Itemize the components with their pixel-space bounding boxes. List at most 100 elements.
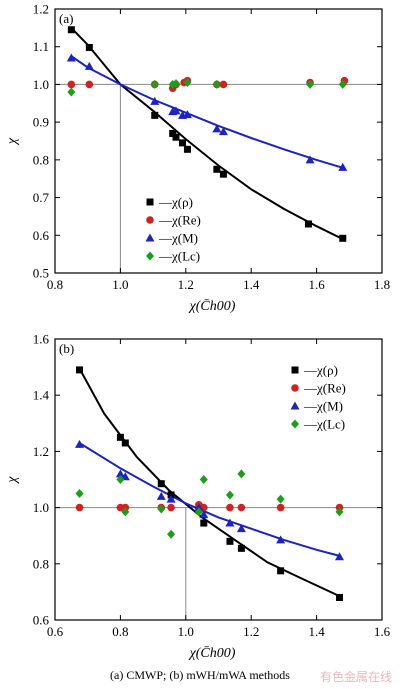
data-point-circle — [219, 80, 228, 89]
legend-marker-circle — [291, 384, 299, 392]
x-tick-label: 1.4 — [308, 624, 325, 639]
data-point-diamond — [67, 87, 76, 97]
data-point-circle — [75, 503, 84, 512]
figure-canvas: 0.8 1.0 1.2 1.4 1.6 1.8 0.5 0.6 0.7 0.8 0.9 1.0 1.1 1… — [5, 2, 391, 662]
fit-curve-square — [78, 368, 340, 598]
y-tick-label: 0.9 — [33, 115, 49, 130]
legend-label: —χ(M) — [303, 399, 343, 414]
data-point-square — [237, 544, 245, 552]
data-point-diamond — [121, 507, 130, 517]
data-point-diamond — [75, 489, 84, 499]
y-tick-label: 0.6 — [33, 228, 50, 243]
data-point-triangle — [171, 106, 181, 115]
figure-caption: (a) CMWP; (b) mWH/mWA methods — [110, 668, 290, 682]
data-point-triangle — [84, 61, 94, 70]
x-tick-label: 1.0 — [178, 624, 194, 639]
data-point-square — [200, 519, 208, 527]
y-tick-label: 1.6 — [33, 332, 50, 347]
data-point-diamond — [276, 494, 285, 504]
data-point-square — [157, 480, 165, 488]
chart-panel-a: 0.8 1.0 1.2 1.4 1.6 1.8 0.5 0.6 0.7 0.8 0.9 1.0 1.1 1… — [5, 2, 390, 315]
data-point-square — [277, 567, 285, 575]
data-point-diamond — [306, 79, 315, 89]
data-point-triangle — [150, 96, 160, 105]
data-point-triangle — [334, 552, 344, 561]
legend-marker-diamond — [291, 419, 299, 429]
data-point-diamond — [338, 79, 347, 89]
legend-marker-square — [146, 198, 154, 206]
data-point-triangle — [236, 524, 246, 533]
plot-frame — [54, 8, 383, 274]
legend-label: —χ(Re) — [158, 213, 201, 228]
legend-marker-square — [291, 366, 299, 374]
data-point-circle — [67, 80, 76, 89]
x-tick-label: 1.6 — [308, 277, 325, 292]
x-tick-label: 1.6 — [374, 624, 391, 639]
data-point-triangle — [194, 503, 204, 512]
data-point-triangle — [212, 124, 222, 133]
fit-curve-triangle — [70, 55, 344, 169]
data-point-triangle — [338, 162, 348, 171]
legend-marker-triangle — [145, 233, 155, 242]
data-point-square — [213, 165, 221, 173]
y-tick-label: 1.0 — [33, 77, 49, 92]
legend-label: —χ(M) — [158, 231, 198, 246]
data-point-triangle — [276, 535, 286, 544]
legend-label: —χ(ρ) — [158, 195, 193, 210]
x-tick-label: 1.2 — [178, 277, 194, 292]
data-point-triangle — [115, 469, 125, 478]
x-tick-label: 0.8 — [112, 624, 128, 639]
fit-curve-square — [70, 27, 344, 240]
fit-curve-triangle — [78, 442, 340, 557]
data-point-triangle — [182, 110, 192, 119]
data-point-diamond — [335, 507, 344, 517]
x-axis-label: χ(C̄h00) — [188, 299, 236, 314]
data-point-circle — [167, 503, 175, 512]
data-point-triangle — [75, 439, 85, 448]
data-point-square — [151, 111, 159, 119]
y-tick-label: 0.6 — [33, 613, 50, 628]
y-tick-label: 1.0 — [33, 500, 49, 515]
data-point-square — [183, 145, 191, 153]
y-tick-label: 1.4 — [33, 388, 50, 403]
legend-label: —χ(Re) — [303, 381, 346, 396]
legend-marker-triangle — [290, 401, 300, 410]
y-tick-label: 0.5 — [33, 266, 49, 281]
data-point-circle — [226, 503, 234, 512]
legend-label: —χ(ρ) — [303, 363, 338, 378]
data-point-square — [121, 439, 129, 447]
data-point-triangle — [166, 494, 176, 503]
data-point-diamond — [194, 507, 203, 517]
y-tick-label: 1.2 — [33, 444, 49, 459]
data-point-triangle — [225, 518, 235, 527]
legend-marker-diamond — [146, 251, 154, 261]
data-point-diamond — [183, 78, 192, 88]
data-point-square — [304, 220, 312, 228]
x-axis-label: χ(C̄h00) — [188, 646, 236, 661]
data-point-circle — [85, 80, 94, 89]
data-point-square — [219, 170, 227, 178]
data-point-diamond — [237, 469, 246, 479]
data-point-square — [169, 129, 177, 137]
data-point-square — [76, 366, 84, 374]
data-point-diamond — [116, 475, 125, 484]
data-point-square — [179, 139, 187, 147]
plot-frame — [54, 338, 383, 621]
x-tick-label: 0.6 — [47, 624, 64, 639]
data-point-square — [339, 234, 347, 242]
data-point-square — [67, 26, 75, 34]
data-point-diamond — [212, 79, 221, 89]
data-point-triangle — [305, 155, 315, 164]
chart-panel-b: 0.6 0.8 1.0 1.2 1.4 1.6 0.6 0.8 1.0 1.2 1.4 1.6 χ(C̄… — [5, 332, 391, 662]
data-point-diamond — [150, 79, 159, 89]
data-point-triangle — [66, 53, 76, 62]
data-point-diamond — [171, 79, 180, 89]
y-tick-label: 1.2 — [33, 2, 49, 17]
y-tick-label: 0.8 — [33, 152, 49, 167]
data-point-triangle — [156, 491, 166, 500]
data-point-diamond — [157, 504, 166, 514]
data-point-diamond — [199, 475, 208, 484]
legend-label: —χ(Lc) — [158, 249, 200, 264]
data-point-diamond — [225, 490, 234, 500]
x-tick-label: 1.8 — [374, 277, 390, 292]
